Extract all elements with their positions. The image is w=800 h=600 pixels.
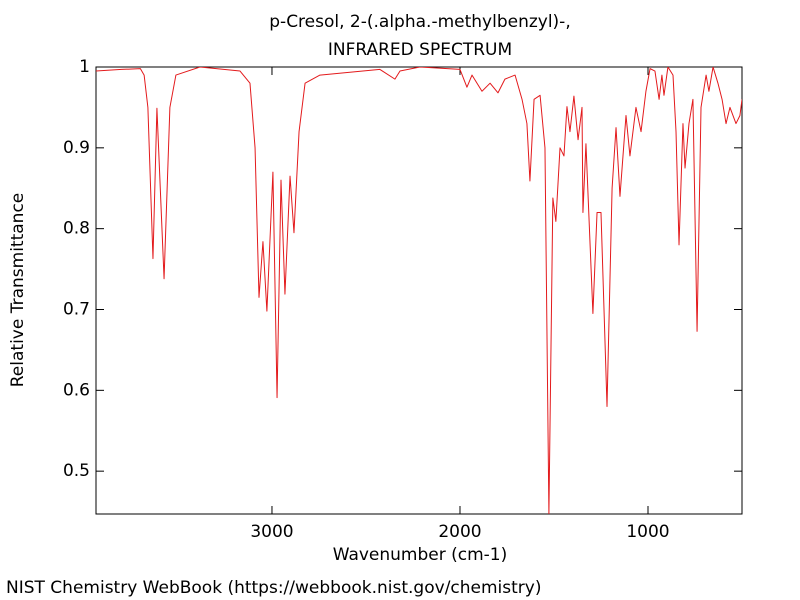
chart-title: p-Cresol, 2-(.alpha.-methylbenzyl)-,: [269, 12, 570, 32]
plot-area: [96, 67, 742, 514]
source-note: NIST Chemistry WebBook (https://webbook.…: [6, 578, 541, 598]
y-tick-label: 1: [79, 57, 90, 77]
y-tick-label: 0.6: [63, 380, 90, 400]
y-tick-label: 0.7: [63, 299, 90, 319]
chart-subtitle: INFRARED SPECTRUM: [328, 40, 512, 60]
spectrum-line: [96, 67, 742, 514]
y-axis-label: Relative Transmittance: [8, 193, 28, 388]
y-tick-label: 0.9: [63, 138, 90, 158]
x-axis-label: Wavenumber (cm-1): [333, 545, 508, 565]
x-tick-label: 2000: [438, 522, 481, 542]
ticks: 0.5 0.6 0.7 0.8 0.9 1 3000 2000 1000: [63, 57, 742, 542]
plot-frame: [95, 66, 743, 515]
y-tick-label: 0.8: [63, 219, 90, 239]
x-tick-label: 1000: [626, 522, 669, 542]
x-tick-label: 3000: [250, 522, 293, 542]
y-tick-label: 0.5: [63, 461, 90, 481]
